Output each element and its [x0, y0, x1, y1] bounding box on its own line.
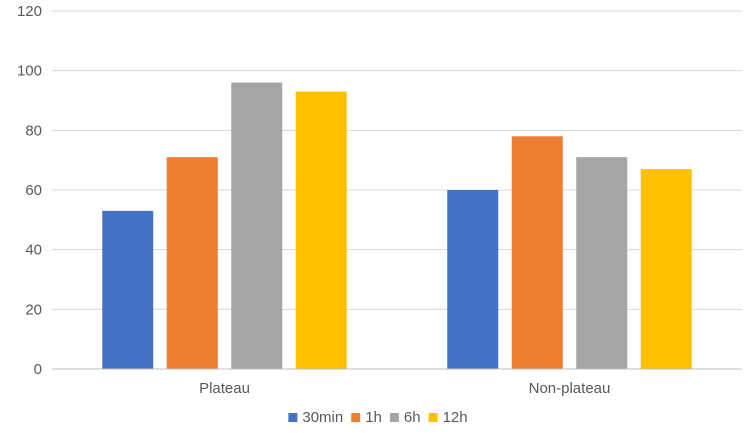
legend-label: 12h: [443, 409, 468, 426]
x-category-label: Non-plateau: [529, 380, 611, 397]
legend-label: 1h: [365, 409, 382, 426]
x-axis: Plateau Non-plateau: [52, 368, 742, 397]
x-category-label: Plateau: [199, 380, 250, 397]
bar-plateau-1h: [166, 157, 218, 369]
gridlines: [52, 10, 742, 310]
legend-swatch: [288, 413, 298, 422]
legend-swatch: [389, 413, 399, 422]
bar-plateau-12h: [295, 91, 347, 370]
bars: [102, 82, 692, 370]
legend-item-30min: 30min: [288, 409, 343, 426]
legend-item-6h: 6h: [389, 409, 421, 426]
bar-non-plateau-6h: [576, 157, 628, 369]
bar-plateau-30min: [102, 210, 154, 369]
legend-label: 6h: [404, 409, 421, 426]
bar-non-plateau-30min: [447, 190, 499, 369]
y-tick-label: 80: [25, 122, 42, 139]
bar-non-plateau-12h: [640, 169, 692, 369]
y-tick-label: 120: [17, 3, 42, 20]
legend-label: 30min: [302, 409, 343, 426]
y-axis-ticks: 0 20 40 60 80 100 120: [17, 3, 42, 378]
legend-item-12h: 12h: [428, 409, 468, 426]
y-tick-label: 100: [17, 63, 42, 80]
legend-swatch: [428, 413, 438, 422]
legend: 30min 1h 6h 12h: [288, 409, 468, 426]
legend-swatch: [351, 413, 361, 422]
bar-plateau-6h: [231, 82, 283, 369]
y-tick-label: 60: [25, 182, 42, 199]
y-tick-label: 0: [34, 361, 42, 378]
y-tick-label: 20: [25, 301, 42, 318]
y-tick-label: 40: [25, 242, 42, 259]
legend-item-1h: 1h: [351, 409, 382, 426]
bar-non-plateau-1h: [511, 136, 563, 369]
